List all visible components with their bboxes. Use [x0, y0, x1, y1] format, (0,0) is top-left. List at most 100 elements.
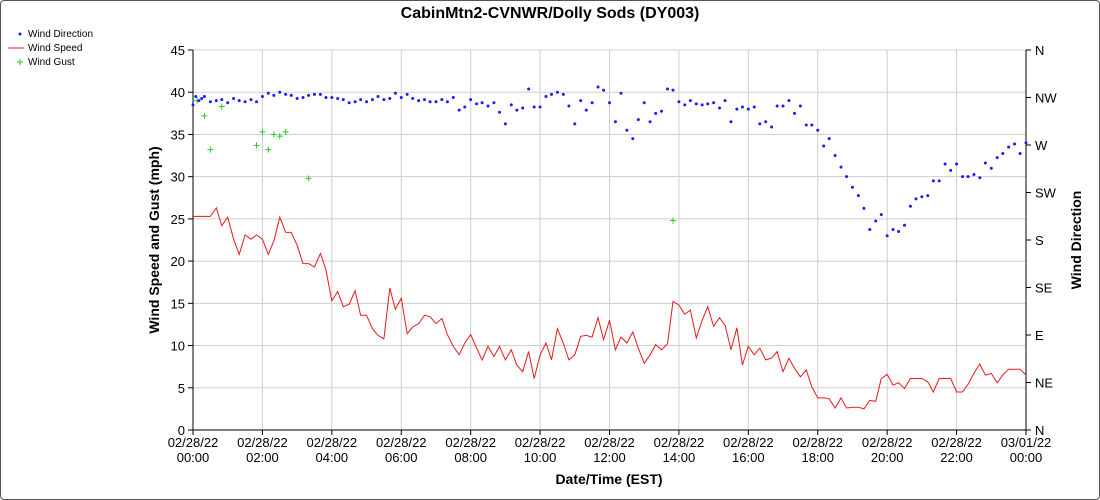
y-tick-label: 25: [171, 212, 185, 227]
x-tick-label-time: 04:00: [316, 450, 349, 465]
data-point-wind-direction: [827, 137, 831, 141]
data-point-wind-direction: [839, 165, 843, 169]
y2-tick-label: NW: [1035, 91, 1057, 106]
data-point-wind-direction: [255, 100, 259, 104]
x-tick-label-date: 02/28/22: [515, 435, 566, 450]
data-point-wind-direction: [353, 100, 357, 104]
data-point-wind-direction: [654, 111, 658, 115]
data-point-wind-direction: [723, 99, 727, 103]
data-point-wind-direction: [746, 107, 750, 111]
data-point-wind-direction: [908, 204, 912, 208]
data-point-wind-direction: [625, 128, 629, 132]
legend: Wind Direction Wind Speed Wind Gust: [8, 29, 93, 68]
data-point-wind-direction: [718, 106, 722, 110]
data-point-wind-direction: [399, 96, 403, 99]
x-axis-title: Date/Time (EST): [555, 471, 662, 487]
data-point-wind-direction: [903, 223, 907, 227]
data-point-wind-direction: [694, 102, 698, 106]
data-point-wind-direction: [440, 98, 444, 102]
data-point-wind-direction: [428, 100, 432, 104]
data-point-wind-direction: [943, 162, 947, 166]
data-point-wind-direction: [602, 88, 606, 92]
data-point-wind-direction: [278, 90, 282, 94]
data-point-wind-direction: [740, 105, 744, 109]
data-point-wind-direction: [989, 166, 993, 170]
y2-tick-label: W: [1035, 138, 1048, 153]
data-point-wind-direction: [608, 101, 611, 105]
data-point-wind-direction: [191, 103, 195, 107]
data-point-wind-direction: [382, 98, 386, 102]
data-point-wind-direction: [972, 173, 976, 177]
series-line-wind-speed: [193, 206, 1027, 410]
data-point-wind-direction: [388, 97, 392, 101]
x-tick-label-time: 10:00: [524, 450, 557, 465]
data-point-wind-direction: [249, 98, 253, 102]
data-point-wind-direction: [301, 96, 305, 99]
legend-marker-wind-gust: [17, 59, 23, 65]
data-point-wind-direction: [202, 94, 206, 98]
data-point-wind-direction: [914, 197, 918, 201]
data-point-wind-gust: [282, 128, 289, 135]
y2-tick-label: SE: [1035, 281, 1053, 296]
x-tick-label-time: 02:00: [246, 450, 279, 465]
y-tick-label: 45: [171, 43, 185, 58]
data-point-wind-direction: [469, 98, 473, 102]
data-point-wind-direction: [642, 101, 646, 105]
data-point-wind-direction: [1024, 141, 1028, 145]
legend-marker-wind-direction: [18, 32, 22, 36]
data-point-wind-direction: [885, 234, 889, 238]
x-tick-label-date: 02/28/22: [237, 435, 288, 450]
data-point-wind-direction: [995, 156, 999, 160]
data-point-wind-direction: [665, 87, 669, 91]
data-point-wind-direction: [538, 105, 542, 109]
data-point-wind-direction: [862, 206, 866, 210]
y-axis-title: Wind Speed and Gust (mph): [146, 146, 162, 333]
data-point-wind-direction: [579, 99, 583, 103]
data-point-wind-gust: [270, 131, 277, 138]
data-point-wind-direction: [497, 110, 501, 114]
data-point-wind-direction: [567, 104, 571, 108]
data-point-wind-gust: [276, 133, 283, 140]
data-point-wind-direction: [729, 120, 733, 124]
data-point-wind-direction: [544, 94, 548, 98]
data-point-wind-direction: [260, 94, 264, 98]
data-point-wind-gust: [218, 103, 225, 110]
data-point-wind-direction: [200, 97, 204, 101]
data-point-wind-gust: [207, 146, 214, 153]
x-tick-label-time: 16:00: [732, 450, 765, 465]
x-tick-label-time: 08:00: [454, 450, 487, 465]
axes-layer: 02/28/2200:0002/28/2202:0002/28/2204:000…: [168, 43, 1058, 465]
data-point-wind-direction: [1007, 145, 1011, 149]
data-point-wind-direction: [619, 91, 623, 95]
data-point-wind-direction: [931, 179, 935, 183]
data-point-wind-gust: [259, 128, 266, 135]
x-tick-label-date: 02/28/22: [445, 435, 496, 450]
data-point-wind-direction: [208, 100, 212, 104]
data-point-wind-direction: [937, 179, 941, 183]
x-tick-label-time: 00:00: [1010, 450, 1043, 465]
data-point-wind-direction: [376, 94, 380, 98]
data-point-wind-direction: [671, 88, 675, 92]
data-point-wind-direction: [775, 104, 779, 108]
data-point-wind-direction: [243, 100, 247, 104]
x-tick-label-date: 02/28/22: [168, 435, 219, 450]
data-point-wind-direction: [503, 122, 507, 126]
data-point-wind-direction: [214, 99, 218, 103]
data-point-wind-direction: [445, 100, 449, 104]
data-point-wind-direction: [868, 227, 872, 231]
data-point-wind-direction: [810, 123, 814, 127]
data-point-wind-direction: [781, 104, 785, 108]
x-tick-label-time: 18:00: [801, 450, 834, 465]
data-point-wind-direction: [1001, 151, 1005, 155]
data-point-wind-direction: [417, 99, 421, 103]
y-tick-label: 10: [171, 339, 185, 354]
data-point-wind-direction: [573, 122, 577, 126]
y-tick-label: 15: [171, 296, 185, 311]
data-point-wind-direction: [289, 93, 293, 97]
data-point-wind-direction: [197, 99, 201, 103]
data-point-wind-direction: [804, 123, 808, 127]
x-tick-label-date: 02/28/22: [584, 435, 635, 450]
data-point-wind-direction: [434, 100, 438, 104]
data-point-wind-direction: [920, 195, 924, 199]
x-tick-label-date: 02/28/22: [654, 435, 705, 450]
